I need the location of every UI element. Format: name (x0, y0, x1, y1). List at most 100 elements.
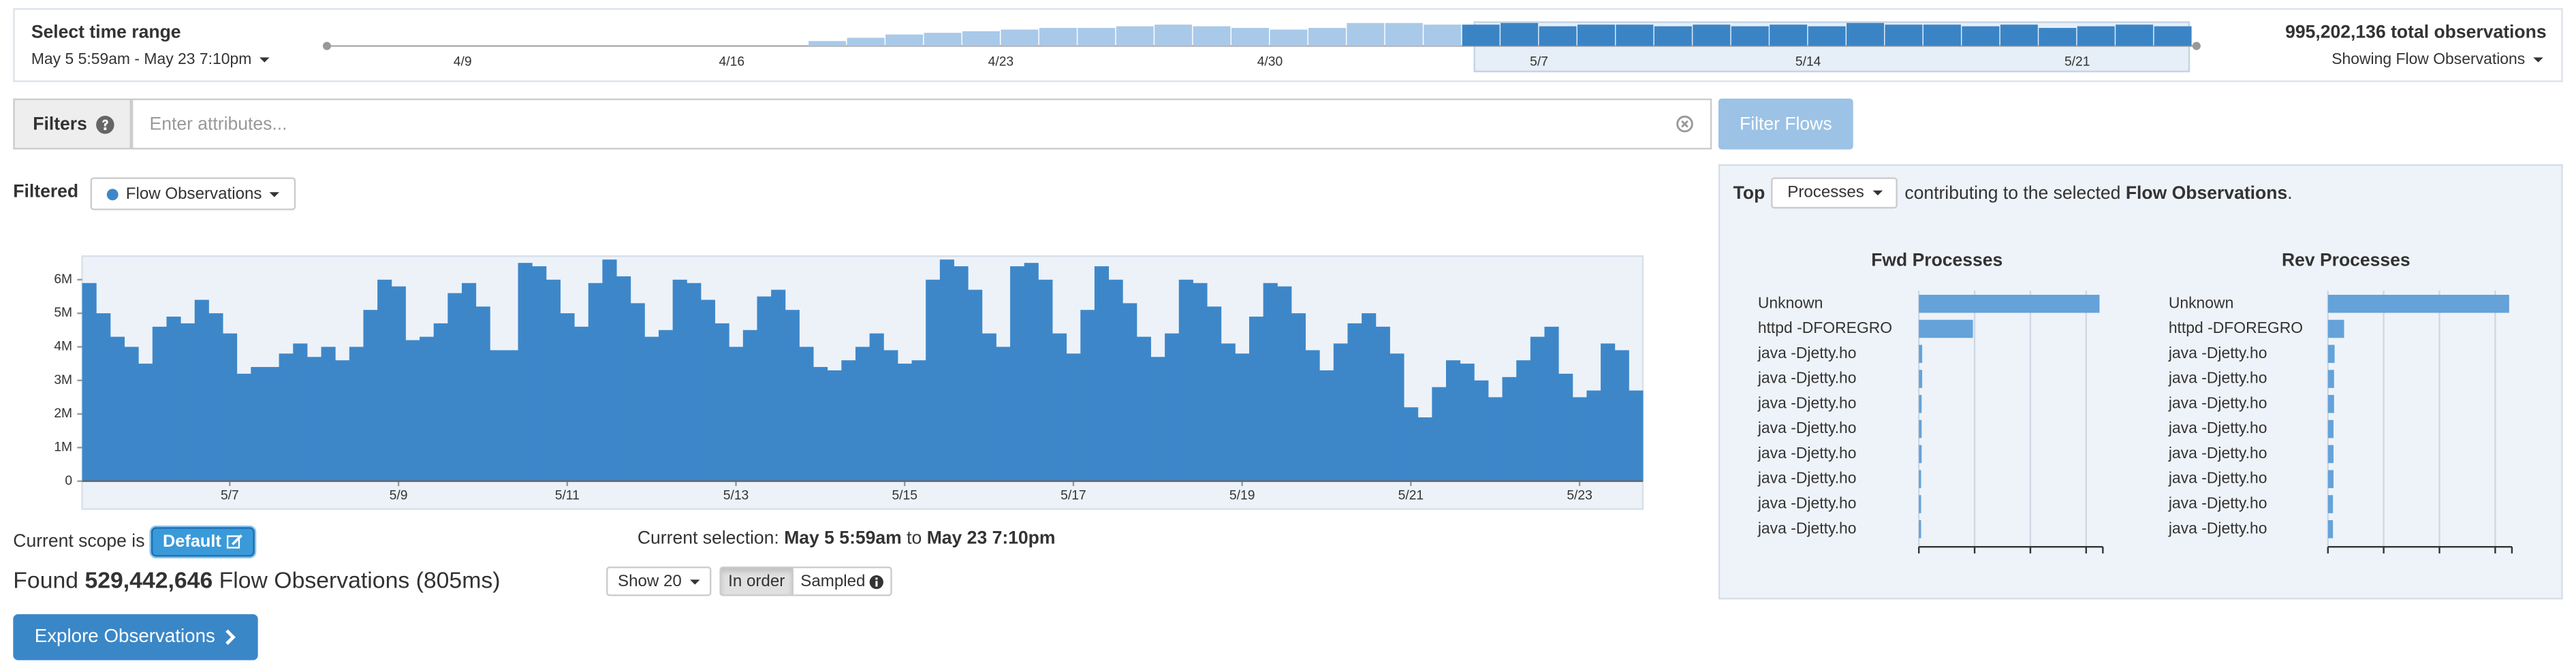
explore-button[interactable]: Explore Observations (13, 614, 258, 660)
series-dropdown[interactable]: Flow Observations (90, 177, 296, 210)
found-suffix: Flow Observations (805ms) (219, 566, 501, 593)
bar (1375, 326, 1390, 481)
sampled-toggle[interactable]: Sampled (791, 566, 892, 596)
bar (808, 41, 847, 46)
bar (1122, 303, 1137, 481)
bar (1305, 350, 1320, 481)
bar (264, 367, 280, 481)
bar (1516, 360, 1531, 481)
bar (939, 259, 954, 481)
bar (251, 367, 266, 481)
bar (1462, 25, 1500, 46)
bar (420, 336, 435, 481)
x-tick-label: 5/7 (1530, 55, 1548, 69)
bar (1614, 350, 1629, 481)
scope-button[interactable]: Default (151, 527, 255, 557)
bar (1347, 22, 1385, 46)
bar (1923, 25, 1961, 46)
category-label: java -Djetty.ho (2168, 519, 2267, 537)
bar (518, 263, 533, 481)
bar (1347, 323, 1362, 481)
bar (2327, 294, 2509, 313)
bar (2327, 319, 2344, 338)
showing-dropdown[interactable]: Showing Flow Observations (2331, 51, 2543, 69)
time-range-dropdown[interactable]: May 5 5:59am - May 23 7:10pm (31, 51, 270, 69)
bar (1919, 445, 1922, 464)
bar (742, 330, 757, 481)
bar (1731, 26, 1769, 46)
selection-to: May 23 7:10pm (926, 528, 1056, 549)
category-label: java -Djetty.ho (2168, 494, 2267, 512)
category-label: httpd -DFOREGRO (2169, 319, 2303, 336)
bar (363, 310, 378, 481)
bar (1207, 306, 1222, 481)
bar (729, 347, 744, 481)
found-row: Found 529,442,646 Flow Observations (805… (13, 566, 500, 593)
top-header: Top Processes contributing to the select… (1733, 177, 2293, 209)
bar (1616, 25, 1654, 46)
bar (1572, 397, 1587, 481)
bar (2327, 495, 2334, 513)
edit-icon (226, 534, 242, 549)
bar (1654, 26, 1692, 46)
bar (630, 303, 645, 481)
scope-label: Current scope is (13, 532, 145, 552)
show-dropdown[interactable]: Show 20 (606, 566, 712, 596)
bar (574, 326, 589, 481)
in-order-text: In order (728, 572, 785, 591)
bar (1693, 25, 1731, 46)
filter-input[interactable]: Enter attributes... (131, 98, 1712, 150)
bar (1165, 333, 1180, 481)
top-prefix: Top (1733, 182, 1765, 203)
bar (1231, 28, 1270, 46)
bar (2327, 370, 2334, 388)
bar (1277, 286, 1292, 481)
bar (475, 306, 490, 481)
group-dropdown[interactable]: Processes (1771, 177, 1898, 209)
found-prefix: Found (13, 566, 79, 593)
category-label: httpd -DFOREGRO (1758, 319, 1892, 336)
help-icon[interactable] (95, 114, 115, 134)
showing-text: Showing Flow Observations (2331, 50, 2526, 69)
bar (1432, 387, 1447, 481)
filtered-label: Filtered (13, 182, 79, 202)
filter-flows-button[interactable]: Filter Flows (1718, 98, 1853, 150)
bar (1501, 22, 1539, 46)
bar (1193, 283, 1208, 481)
bar (1404, 407, 1419, 481)
bar (981, 333, 996, 481)
bar (1362, 313, 1377, 481)
bar (1770, 25, 1808, 46)
bar (1078, 28, 1116, 46)
bar (1270, 29, 1308, 46)
bar (2116, 25, 2154, 46)
bar (2077, 26, 2115, 46)
category-label: java -Djetty.ho (1757, 419, 1857, 436)
bar (335, 360, 350, 481)
group-text: Processes (1787, 184, 1864, 202)
range-handle[interactable] (2192, 42, 2201, 50)
bar (644, 336, 659, 481)
show-text: Show 20 (617, 572, 682, 591)
bar (1544, 326, 1559, 481)
filters-label-box: Filters (13, 98, 131, 150)
clear-icon[interactable] (1676, 115, 1694, 133)
bar (799, 347, 814, 481)
bar (1417, 417, 1432, 481)
x-tick-label: 5/11 (555, 489, 580, 503)
bar (2327, 395, 2334, 413)
bar (1080, 310, 1095, 481)
y-tick-label: 3M (54, 373, 72, 387)
series-text: Flow Observations (125, 185, 262, 203)
bar (194, 300, 209, 481)
bar (1038, 279, 1053, 481)
category-label: java -Djetty.ho (2168, 444, 2267, 462)
range-handle[interactable] (322, 42, 332, 50)
selection-joiner: to (907, 528, 922, 549)
total-observations: 995,202,136 total observations (2285, 22, 2547, 43)
bar (714, 323, 729, 481)
x-tick-label: 4/23 (988, 55, 1014, 69)
